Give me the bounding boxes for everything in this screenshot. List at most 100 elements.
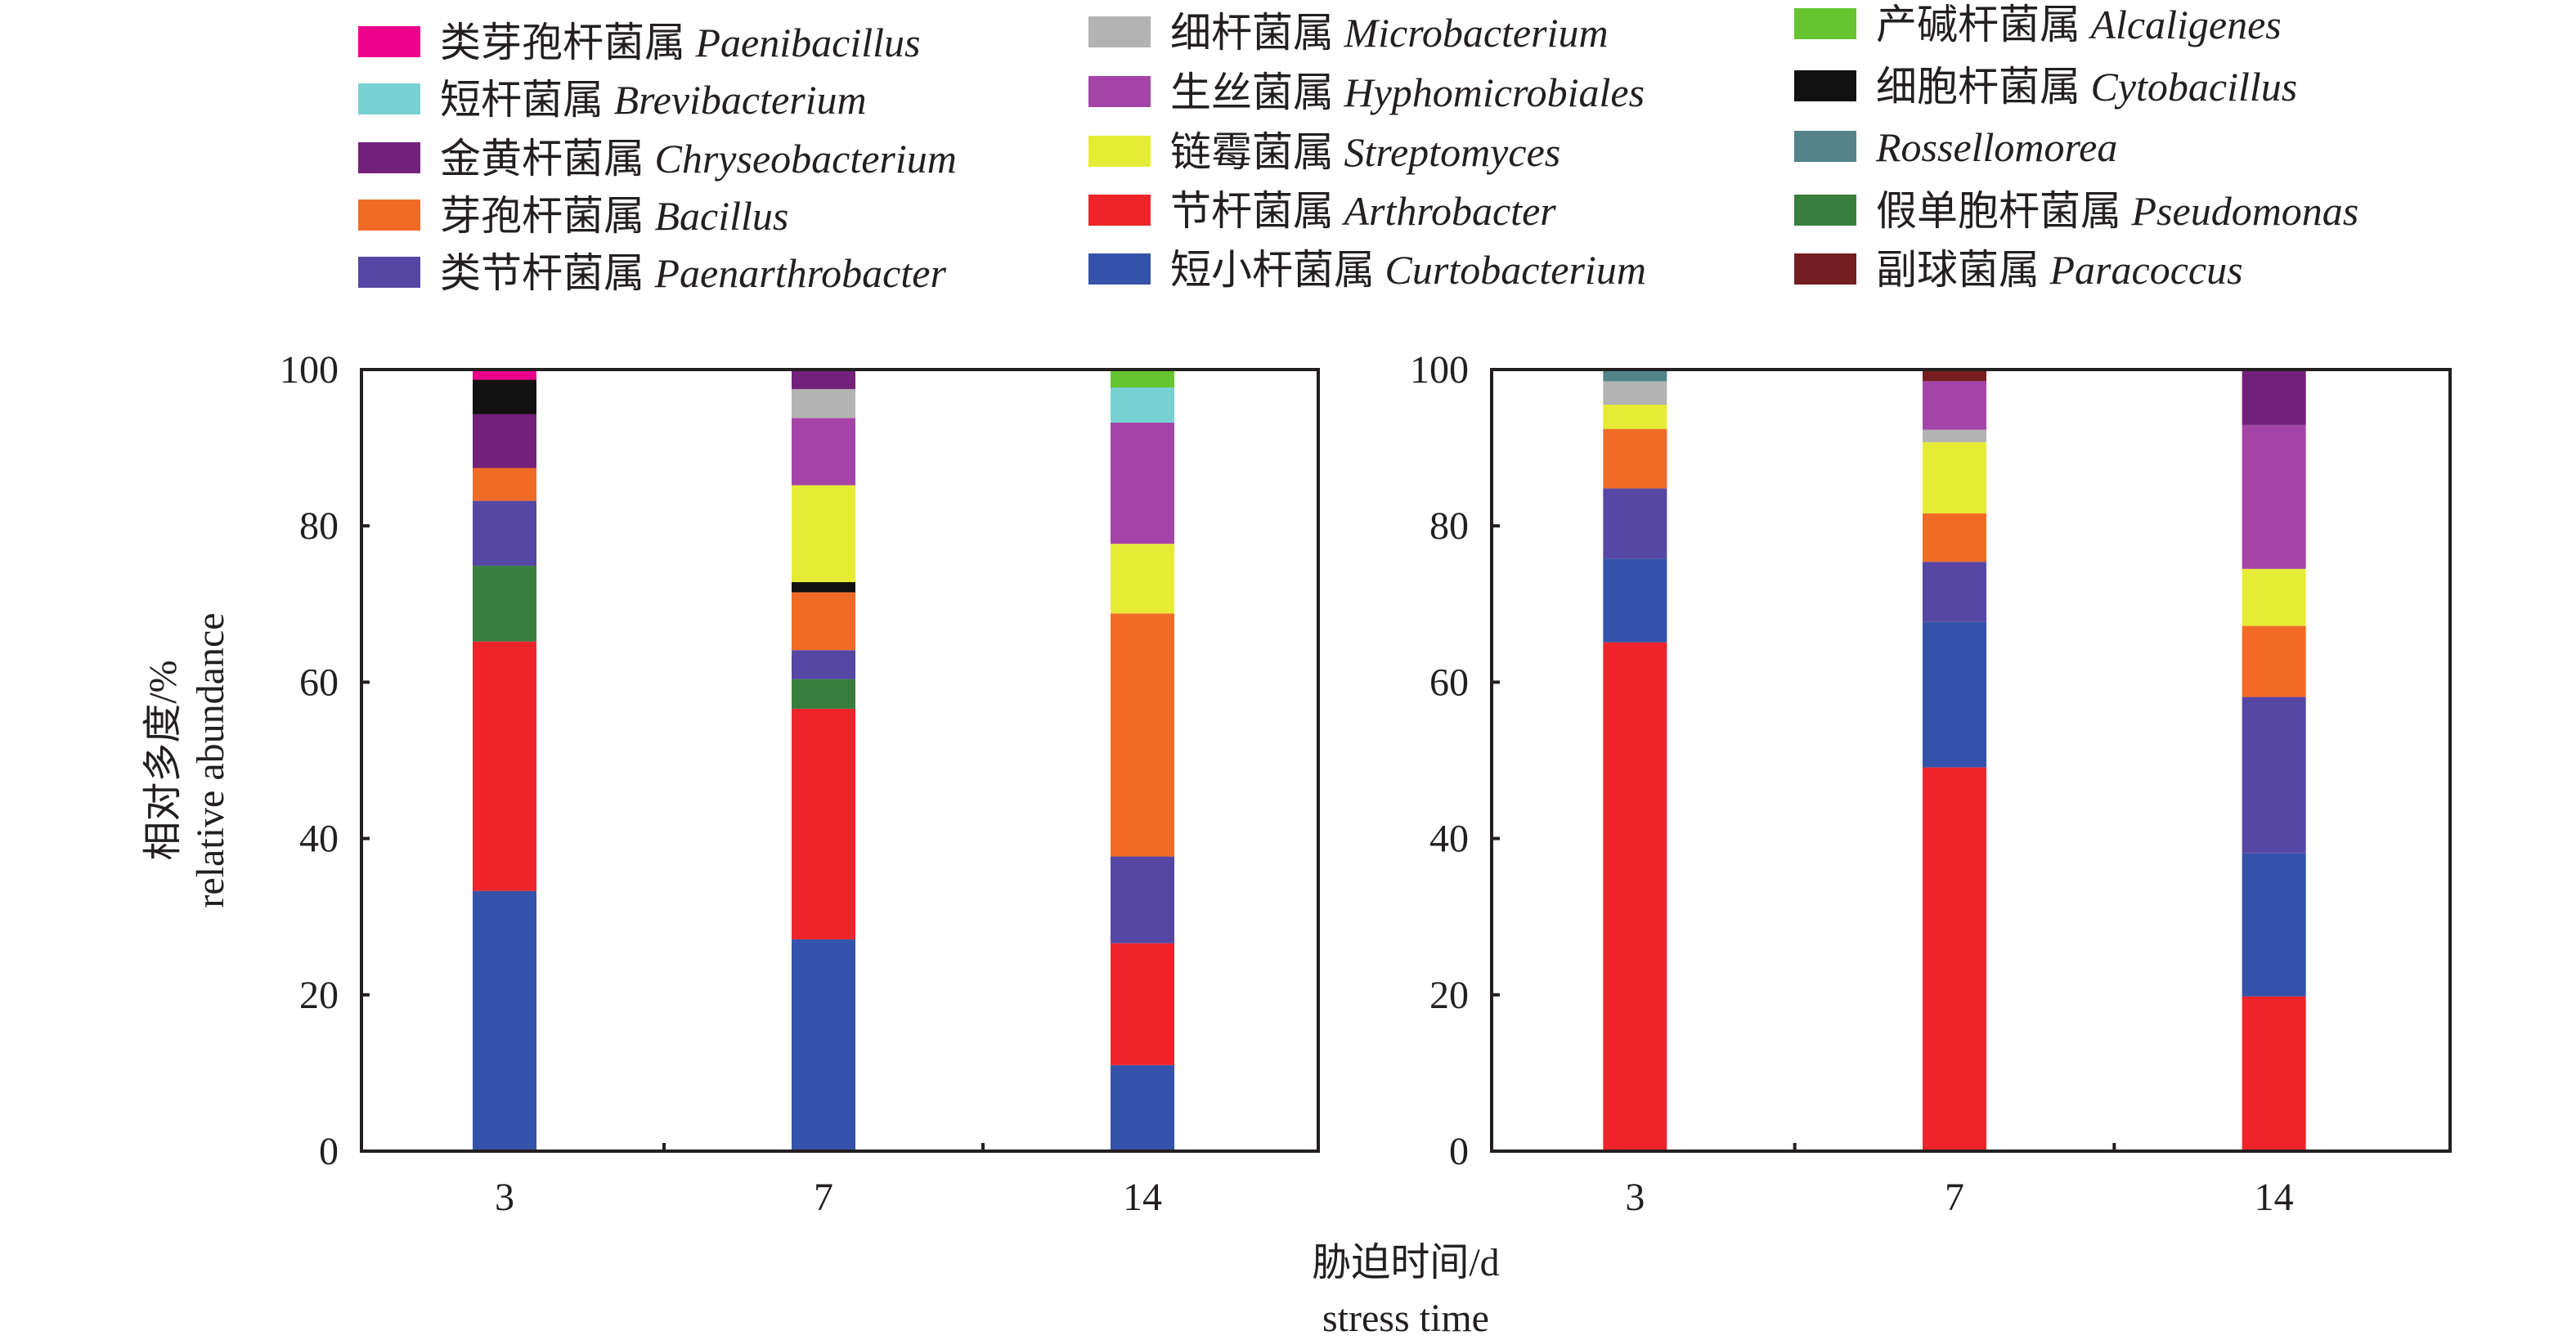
legend-label: 产碱杆菌属 Alcaligenes	[1876, 2, 2282, 47]
x-tick-label: 3	[1625, 1176, 1645, 1219]
legend-label-cn: 类节杆菌属	[440, 250, 655, 296]
plot-frame	[360, 368, 1320, 1153]
bar-segment-streptomyces	[1603, 405, 1667, 429]
bar-segment-pseudomonas	[792, 679, 855, 709]
legend-label-cn: 副球菌属	[1876, 247, 2050, 293]
bar-segment-curtobacterium	[473, 890, 536, 1151]
legend-item-brevibacterium: 短杆菌属 Brevibacterium	[358, 77, 867, 123]
legend-swatch	[1794, 131, 1856, 162]
bar-3	[1603, 370, 1667, 1151]
y-axis-title-cn: 相对多度/%	[141, 660, 185, 860]
legend-label-latin: Rossellomorea	[1875, 124, 2117, 170]
legend-label-cn: 短小杆菌属	[1170, 247, 1385, 293]
legend-swatch	[1794, 8, 1856, 39]
bar-segment-microbacterium	[1603, 381, 1667, 406]
y-tick-label: 40	[299, 818, 339, 861]
legend-label-cn: 产碱杆菌属	[1876, 2, 2091, 47]
y-tick-label: 40	[1429, 818, 1469, 861]
legend-label-cn: 芽孢杆菌属	[440, 193, 655, 239]
legend-swatch	[1088, 195, 1151, 226]
legend-item-hyphomicrobiales: 生丝菌属 Hyphomicrobiales	[1088, 69, 1645, 115]
legend-item-paenarthrobacter: 类节杆菌属 Paenarthrobacter	[358, 250, 946, 296]
legend-label: 类节杆菌属 Paenarthrobacter	[440, 250, 946, 296]
x-axis-title-cn: 胁迫时间/d	[1312, 1241, 1499, 1284]
bar-segment-microbacterium	[1923, 429, 1986, 442]
legend-label-latin: Curtobacterium	[1385, 247, 1646, 293]
x-tick-label: 3	[495, 1176, 514, 1219]
bar-segment-paenarthrobacter	[1111, 856, 1174, 943]
bar-segment-paenarthrobacter	[792, 650, 855, 679]
bar-segment-arthrobacter	[792, 708, 855, 939]
bar-segment-chryseobacterium	[792, 370, 855, 389]
legend-item-bacillus: 芽孢杆菌属 Bacillus	[358, 193, 788, 239]
legend-label: 金黄杆菌属 Chryseobacterium	[440, 136, 957, 182]
y-tick-label: 60	[1429, 661, 1469, 704]
plot-panels: 3 7 14 0 20 40 60 80 100 3 7 14 0 20 40 60 80 100	[280, 348, 2452, 1219]
bar-segment-hyphomicrobiales	[2242, 424, 2306, 569]
legend-label-cn: 假单胞杆菌属	[1876, 188, 2132, 234]
legend-label-latin: Microbacterium	[1344, 10, 1609, 56]
bar-7	[792, 370, 855, 1151]
bar-segment-curtobacterium	[2242, 853, 2306, 997]
legend-item-microbacterium: 细杆菌属 Microbacterium	[1088, 10, 1609, 56]
bar-segment-bacillus	[473, 468, 536, 501]
legend-label-latin: Paenarthrobacter	[654, 250, 947, 296]
legend-swatch	[1794, 253, 1856, 285]
legend-swatch	[1088, 253, 1151, 285]
x-axis-title-en: stress time	[1322, 1297, 1489, 1340]
bar-segment-paenarthrobacter	[1603, 488, 1667, 559]
x-tick-label: 14	[2255, 1176, 2294, 1219]
y-tick-label: 100	[280, 348, 339, 392]
bar-segment-bacillus	[1111, 613, 1174, 857]
legend-swatch	[1794, 195, 1856, 226]
bar-segment-arthrobacter	[473, 641, 536, 891]
bar-segment-bacillus	[1603, 428, 1667, 489]
bar-segment-hyphomicrobiales	[1923, 381, 1986, 430]
legend-item-paracoccus: 副球菌属 Paracoccus	[1794, 247, 2243, 293]
legend-item-cytobacillus: 细胞杆菌属 Cytobacillus	[1794, 64, 2297, 110]
legend-label-latin: Brevibacterium	[614, 77, 867, 123]
bar-segment-curtobacterium	[1603, 558, 1667, 643]
legend-label: 链霉菌属 Streptomyces	[1170, 129, 1560, 175]
legend-swatch	[1088, 136, 1151, 167]
legend-swatch	[358, 26, 420, 57]
bar-segment-paenibacillus	[473, 370, 536, 380]
legend-label: 芽孢杆菌属 Bacillus	[440, 193, 788, 239]
bar-segment-brevibacterium	[1111, 387, 1174, 424]
y-tick-label: 20	[299, 974, 339, 1017]
bar-segment-streptomyces	[792, 485, 855, 583]
bar-segment-curtobacterium	[1111, 1064, 1174, 1151]
bar-14	[1111, 370, 1174, 1151]
legend-label-latin: Arthrobacter	[1342, 188, 1557, 234]
y-tick-label: 60	[299, 661, 339, 704]
legend-label: 类芽孢杆菌属 Paenibacillus	[440, 20, 920, 65]
legend-label: 节杆菌属 Arthrobacter	[1170, 188, 1556, 234]
legend-label: 细胞杆菌属 Cytobacillus	[1876, 64, 2297, 110]
y-tick-label: 80	[299, 504, 339, 548]
y-tick-label: 20	[1429, 974, 1469, 1017]
bar-3	[473, 370, 536, 1151]
bar-segment-streptomyces	[1111, 544, 1174, 614]
legend-label-latin: Paracoccus	[2049, 247, 2243, 293]
y-axis-title: 相对多度/% relative abundance	[141, 612, 232, 908]
legend: 类芽孢杆菌属 Paenibacillus 短杆菌属 Brevibacterium 金…	[358, 2, 2358, 296]
legend-label-cn: 节杆菌属	[1170, 188, 1344, 234]
legend-label-latin: Paenibacillus	[695, 20, 921, 65]
legend-item-pseudomonas: 假单胞杆菌属 Pseudomonas	[1794, 188, 2358, 234]
legend-item-rossellomorea: Rossellomorea	[1794, 124, 2117, 170]
legend-item-alcaligenes: 产碱杆菌属 Alcaligenes	[1794, 2, 2282, 47]
legend-item-chryseobacterium: 金黄杆菌属 Chryseobacterium	[358, 136, 957, 182]
legend-label: 短杆菌属 Brevibacterium	[440, 77, 867, 123]
bar-segment-bacillus	[2242, 625, 2306, 697]
bar-segment-cytobacillus	[473, 379, 536, 415]
bar-segment-bacillus	[792, 592, 855, 651]
legend-label-cn: 生丝菌属	[1170, 69, 1344, 115]
legend-label-cn: 金黄杆菌属	[440, 136, 655, 182]
bar-segment-chryseobacterium	[2242, 370, 2306, 425]
bar-segment-arthrobacter	[2242, 996, 2306, 1151]
legend-item-streptomyces: 链霉菌属 Streptomyces	[1088, 129, 1560, 175]
y-tick-label: 100	[1410, 348, 1469, 392]
bar-segment-streptomyces	[1923, 441, 1986, 513]
bar-segment-bacillus	[1923, 513, 1986, 562]
